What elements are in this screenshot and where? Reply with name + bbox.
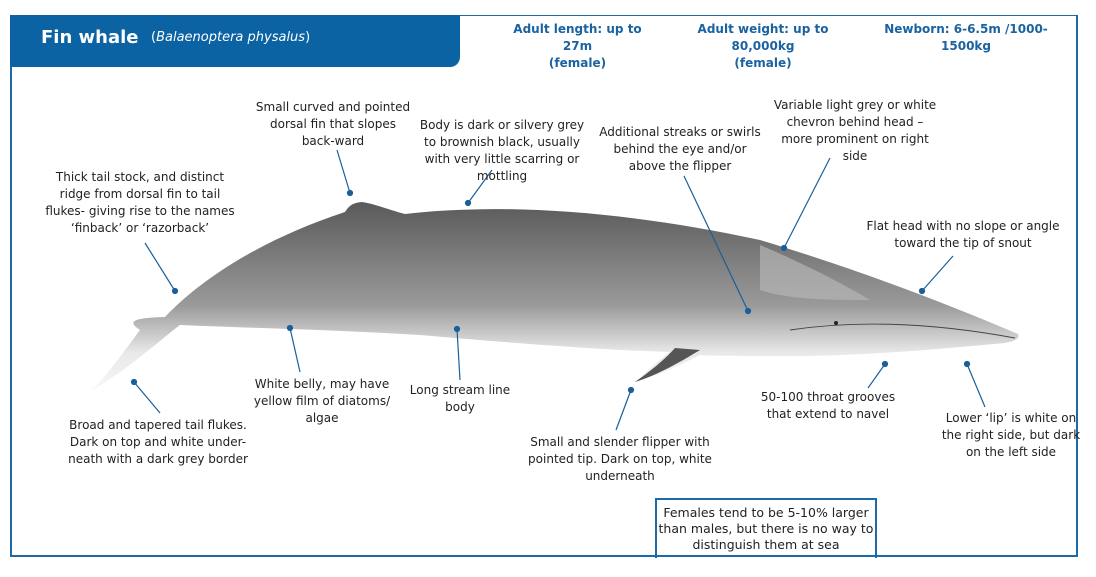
label-chevron: Variable light grey or white chevron beh… <box>773 98 937 163</box>
frame-border <box>10 15 1078 557</box>
label-streamline: Long stream line body <box>409 383 511 414</box>
whale-flipper <box>635 348 700 382</box>
title-banner: Fin whale (Balaenoptera physalus) <box>10 15 460 67</box>
title: Fin whale <box>41 27 139 48</box>
label-lower-lip: Lower ‘lip’ is white on the right side, … <box>941 411 1081 459</box>
whale-eye <box>834 321 838 325</box>
label-flipper: Small and slender flipper with pointed t… <box>528 435 712 483</box>
label-streaks: Additional streaks or swirls behind the … <box>599 125 761 173</box>
stat-length: Adult length: up to 27m (female) <box>513 22 642 70</box>
label-body-color: Body is dark or silvery grey to brownish… <box>419 118 585 183</box>
whale-mouth <box>789 323 1016 339</box>
label-tail-stock: Thick tail stock, and distinct ridge fro… <box>45 170 235 235</box>
leader-flipper <box>615 389 632 431</box>
leader-dorsal <box>336 149 351 194</box>
leader-belly <box>289 327 301 373</box>
stat-newborn: Newborn: 6-6.5m /1000-1500kg <box>884 22 1048 53</box>
note-box: Females tend to be 5-10% larger than mal… <box>655 498 877 558</box>
leader-throat <box>867 363 886 389</box>
label-tail-flukes: Broad and tapered tail flukes. Dark on t… <box>68 418 248 466</box>
leader-flat-head <box>921 255 954 292</box>
leader-streamline <box>456 328 461 381</box>
leader-chevron <box>783 157 831 249</box>
whale-chevron <box>760 245 870 300</box>
leader-body-color <box>467 169 493 204</box>
leader-streaks <box>683 175 749 312</box>
latin-name: (Balaenoptera physalus) <box>151 30 311 45</box>
leader-lower-lip <box>966 363 986 408</box>
label-flat-head: Flat head with no slope or angle toward … <box>866 219 1060 250</box>
leader-flukes <box>133 381 161 414</box>
label-dorsal-fin: Small curved and pointed dorsal fin that… <box>255 100 411 148</box>
stat-weight: Adult weight: up to 80,000kg (female) <box>697 22 829 70</box>
label-throat: 50-100 throat grooves that extend to nav… <box>760 390 896 421</box>
leader-tail-stock <box>144 242 176 292</box>
leader-lines <box>130 149 986 431</box>
label-belly: White belly, may have yellow film of dia… <box>253 377 391 425</box>
